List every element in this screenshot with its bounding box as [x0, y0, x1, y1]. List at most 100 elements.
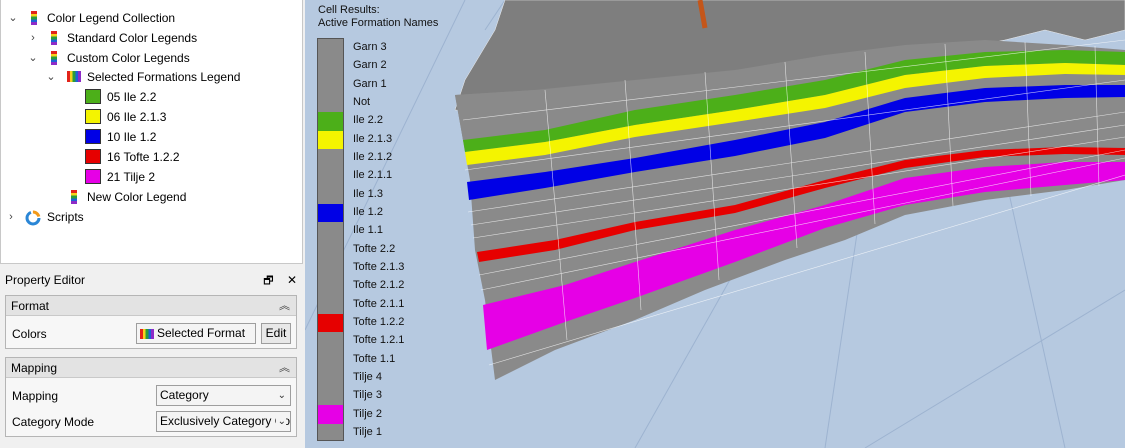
color-legend-icon: [140, 328, 154, 339]
mapping-label: Mapping: [12, 389, 59, 403]
tree-item-label: Color Legend Collection: [47, 11, 176, 25]
left-panel: ⌄ Color Legend Collection › Standard Col…: [0, 0, 305, 448]
3d-viewer[interactable]: Cell Results: Active Formation Names Gar…: [305, 0, 1125, 448]
legend-label: Ile 2.1.3: [353, 132, 393, 145]
chevron-down-icon: ⌄: [277, 390, 286, 401]
colors-combobox[interactable]: Selected Format: [136, 323, 256, 344]
legend-label: Tofte 2.2: [353, 242, 396, 255]
property-editor-title: Property Editor: [0, 270, 305, 290]
legend-color-block: [318, 203, 343, 223]
legend-folder-icon: [51, 31, 57, 45]
close-icon[interactable]: ✕: [286, 273, 297, 287]
tree-item-selected-formations-legend[interactable]: ⌄ Selected Formations Legend: [1, 67, 301, 87]
legend-title-line1: Cell Results:: [318, 4, 380, 16]
tree-item-new-color-legend[interactable]: New Color Legend: [1, 187, 301, 207]
group-title: Format: [11, 299, 50, 313]
legend-label: Ile 1.2: [353, 206, 383, 219]
color-swatch: [85, 169, 101, 184]
group-title: Mapping: [11, 361, 58, 375]
property-editor-buttons: 🗗 ✕: [263, 270, 297, 290]
legend-label: Ile 1.1: [353, 224, 383, 237]
category-mode-value: Exclusively Category Co: [160, 414, 291, 428]
layer-tofte-1-2-2: [477, 147, 1125, 262]
legend-title-line2: Active Formation Names: [318, 17, 439, 29]
legend-label: Not: [353, 96, 371, 109]
chevron-down-icon: ⌄: [275, 412, 286, 431]
mapping-group: Mapping ︽ Mapping Category ⌄ Category Mo…: [5, 357, 297, 437]
well-path: [697, 0, 708, 29]
legend-color-block: [318, 130, 343, 149]
legend-label: Tofte 2.1.2: [353, 279, 405, 292]
category-mode-label: Category Mode: [12, 415, 95, 429]
legend-color-block: [318, 313, 343, 333]
tree-item-legend-entry[interactable]: 21 Tilje 2: [1, 167, 301, 187]
tree-item-legend-entry[interactable]: 05 Ile 2.2: [1, 87, 301, 107]
legend-label: Tofte 1.2.2: [353, 315, 405, 328]
tree-item-label: 06 Ile 2.1.3: [107, 110, 167, 124]
mapping-value: Category: [160, 388, 209, 402]
legend-label: Ile 2.1.2: [353, 151, 393, 164]
tree-item-scripts[interactable]: › Scripts: [1, 207, 301, 227]
legend-label: Ile 2.2: [353, 114, 383, 127]
color-legend-icon: [71, 190, 77, 204]
color-swatch: [85, 129, 101, 144]
legend-label: Tofte 2.1.3: [353, 260, 405, 273]
scripts-icon: [25, 210, 41, 226]
legend-label: Ile 2.1.1: [353, 169, 393, 182]
tree-item-label: 16 Tofte 1.2.2: [107, 150, 180, 164]
layer-ile-2-1-3: [465, 63, 1125, 165]
color-swatch: [85, 89, 101, 104]
edit-button[interactable]: Edit: [261, 323, 291, 344]
tree-item-label: Selected Formations Legend: [87, 70, 241, 84]
legend-label: Tilje 4: [353, 370, 382, 383]
chevron-down-icon[interactable]: ⌄: [8, 12, 18, 24]
collapse-icon[interactable]: ︽: [279, 300, 290, 312]
color-legend-icon: [67, 71, 81, 82]
legend-color-block: [318, 112, 343, 131]
legend-label: Garn 1: [353, 77, 387, 90]
collapse-icon[interactable]: ︽: [279, 362, 290, 374]
format-group-header[interactable]: Format ︽: [6, 296, 296, 316]
front-block: [455, 90, 545, 140]
tree-item-color-legend-collection[interactable]: ⌄ Color Legend Collection: [1, 8, 301, 28]
project-tree[interactable]: ⌄ Color Legend Collection › Standard Col…: [0, 0, 303, 264]
color-swatch: [85, 149, 101, 164]
tree-item-label: New Color Legend: [87, 190, 187, 204]
legend-label: Garn 3: [353, 41, 387, 54]
legend-title: Cell Results: Active Formation Names: [318, 4, 438, 30]
chevron-down-icon[interactable]: ⌄: [28, 52, 38, 64]
tree-item-legend-entry[interactable]: 16 Tofte 1.2.2: [1, 147, 301, 167]
colors-value: Selected Format: [157, 326, 246, 340]
tree-item-label: Scripts: [47, 210, 84, 224]
reservoir-grid-model[interactable]: [305, 0, 1125, 448]
legend-label: Tilje 1: [353, 425, 382, 438]
legend-folder-icon: [51, 51, 57, 65]
category-mode-combobox[interactable]: Exclusively Category Co ⌄: [156, 411, 291, 432]
chevron-right-icon[interactable]: ›: [31, 32, 35, 44]
tree-item-standard-color-legends[interactable]: › Standard Color Legends: [1, 28, 301, 48]
tree-item-label: 10 Ile 1.2: [107, 130, 157, 144]
tree-item-label: Custom Color Legends: [67, 51, 190, 65]
legend-label: Tofte 1.2.1: [353, 334, 405, 347]
chevron-right-icon[interactable]: ›: [9, 211, 13, 223]
legend-color-block: [318, 405, 343, 424]
mapping-group-header[interactable]: Mapping ︽: [6, 358, 296, 378]
tree-item-label: 05 Ile 2.2: [107, 90, 157, 104]
mapping-combobox[interactable]: Category ⌄: [156, 385, 291, 406]
tree-item-label: Standard Color Legends: [67, 31, 198, 45]
tree-item-legend-entry[interactable]: 06 Ile 2.1.3: [1, 107, 301, 127]
layer-ile-2-2: [463, 50, 1125, 152]
chevron-down-icon[interactable]: ⌄: [46, 71, 56, 83]
legend-label: Tilje 3: [353, 389, 382, 402]
colors-label: Colors: [12, 327, 47, 341]
legend-label: Tilje 2: [353, 407, 382, 420]
cell-grid-lines: [462, 39, 1125, 366]
float-window-icon[interactable]: 🗗: [263, 275, 274, 287]
color-swatch: [85, 109, 101, 124]
legend-label: Tofte 2.1.1: [353, 297, 405, 310]
tree-item-legend-entry[interactable]: 10 Ile 1.2: [1, 127, 301, 147]
tree-item-custom-color-legends[interactable]: ⌄ Custom Color Legends: [1, 48, 301, 68]
color-legend-bar: [317, 38, 344, 441]
tree-item-label: 21 Tilje 2: [107, 170, 156, 184]
layer-tilje-2: [483, 162, 1125, 350]
